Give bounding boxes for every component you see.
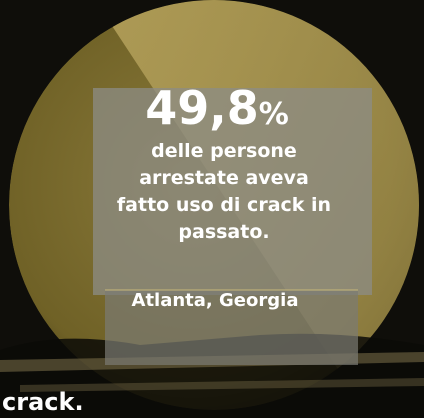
brand: crack.	[2, 388, 84, 416]
description-line: delle persone	[151, 140, 297, 162]
description-line: arrestate aveva	[139, 167, 309, 189]
stat-unit: %	[259, 97, 289, 132]
location-panel	[105, 290, 358, 365]
description-line: passato.	[178, 221, 269, 243]
description-line: fatto uso di crack in	[117, 194, 331, 216]
stat: 49,8%	[145, 81, 289, 135]
stat-value: 49,8	[145, 81, 259, 135]
brush-stroke	[20, 378, 424, 392]
location: Atlanta, Georgia	[132, 290, 299, 311]
stat-panel	[93, 88, 372, 295]
